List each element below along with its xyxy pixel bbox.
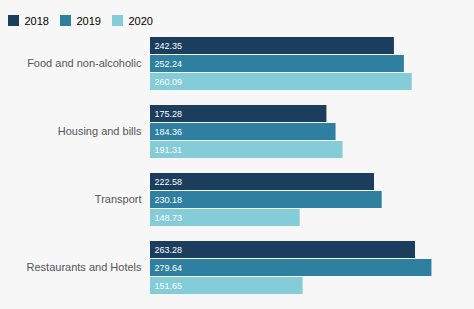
svg-text:148.73: 148.73 (155, 213, 183, 223)
svg-text:Housing and bills: Housing and bills (58, 125, 142, 137)
svg-text:222.58: 222.58 (155, 177, 183, 187)
svg-text:279.64: 279.64 (155, 263, 183, 273)
html-text:2019: 2019 (76, 14, 101, 27)
svg-text:151.65: 151.65 (155, 281, 183, 291)
svg-text:Restaurants and Hotels: Restaurants and Hotels (27, 261, 142, 273)
svg-text:Transport: Transport (95, 193, 142, 205)
svg-text:175.28: 175.28 (155, 109, 183, 119)
svg-text:242.35: 242.35 (155, 41, 183, 51)
html-text:2018: 2018 (24, 14, 49, 27)
svg-text:230.18: 230.18 (155, 195, 183, 205)
svg-text:263.28: 263.28 (155, 245, 183, 255)
svg-text:260.09: 260.09 (155, 77, 183, 87)
svg-text:184.36: 184.36 (155, 127, 183, 137)
html-text:2020: 2020 (128, 14, 153, 27)
svg-text:Food and non-alcoholic: Food and non-alcoholic (27, 57, 142, 69)
svg-text:252.24: 252.24 (155, 59, 183, 69)
svg-text:191.31: 191.31 (155, 145, 183, 155)
